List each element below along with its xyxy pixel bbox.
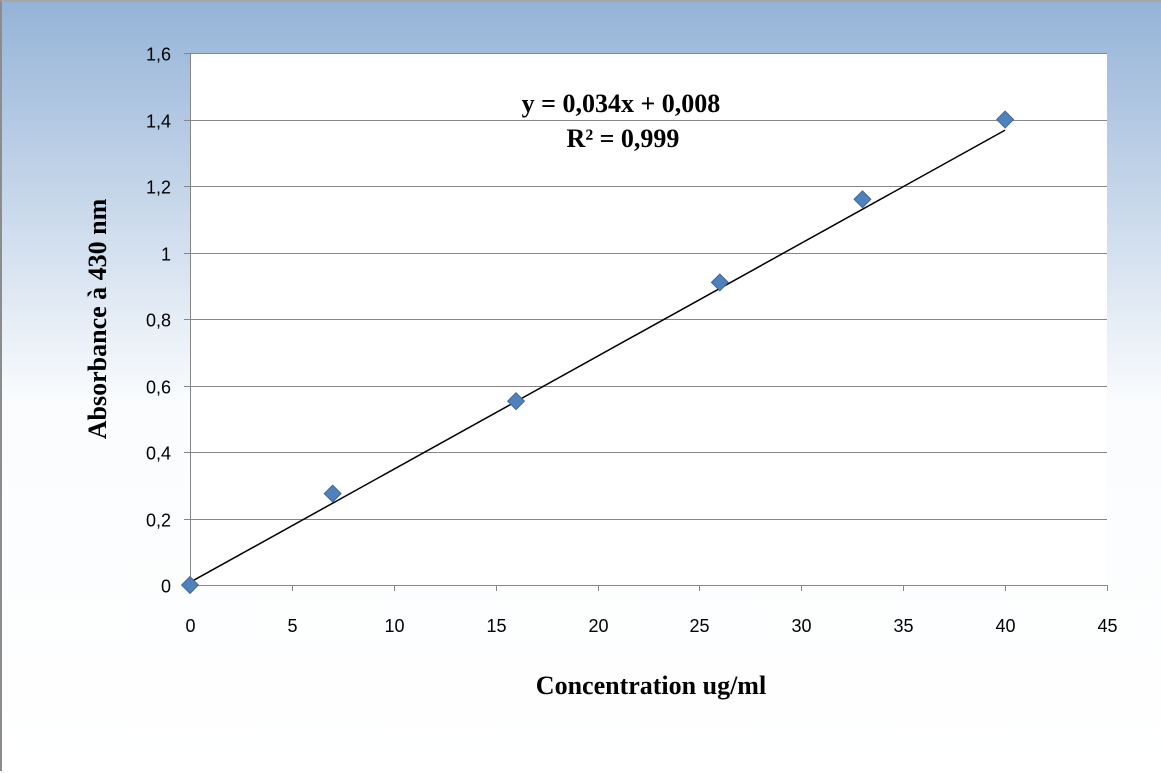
y-tick-label: 1 xyxy=(161,245,171,265)
trendline-group xyxy=(189,129,1006,583)
x-axis-title: Concentration ug/ml xyxy=(536,671,766,700)
x-tick-label: 15 xyxy=(486,616,506,636)
y-tick-label: 1,4 xyxy=(146,112,171,132)
trendline-equation: y = 0,034x + 0,008 xyxy=(522,89,721,118)
data-point-diamond xyxy=(180,575,200,595)
y-tick-label: 0,2 xyxy=(146,511,171,531)
data-point-diamond xyxy=(853,190,872,209)
data-point-diamond xyxy=(506,392,526,411)
y-tick-label: 0,6 xyxy=(146,378,171,398)
data-point-diamond xyxy=(323,484,342,503)
axes xyxy=(184,53,1108,591)
x-tick-label: 35 xyxy=(893,616,913,636)
x-tick-label: 25 xyxy=(689,616,709,636)
data-point-diamond xyxy=(710,273,729,292)
y-axis-title: Absorbance à 430 nm xyxy=(83,198,112,439)
x-tick-label: 45 xyxy=(1097,616,1117,636)
gridlines xyxy=(190,53,1107,520)
y-tick-label: 1,2 xyxy=(146,178,171,198)
x-tick-label: 10 xyxy=(384,616,404,636)
y-tick-label: 0 xyxy=(161,577,171,597)
trendline xyxy=(189,129,1006,583)
data-point-diamond xyxy=(996,110,1015,129)
y-tick-labels: 0 0,2 0,4 0,6 0,8 1 1,2 1,4 1,6 xyxy=(146,45,171,597)
x-tick-labels: 0 5 10 15 20 25 30 35 40 45 xyxy=(185,616,1117,636)
x-tick-label: 30 xyxy=(791,616,811,636)
x-tick-label: 40 xyxy=(995,616,1015,636)
data-points xyxy=(180,110,1015,595)
y-tick-label: 0,4 xyxy=(146,444,171,464)
x-tick-label: 0 xyxy=(185,616,195,636)
y-tick-label: 0,8 xyxy=(146,311,171,331)
x-tick-label: 5 xyxy=(287,616,297,636)
y-tick-label: 1,6 xyxy=(146,45,171,65)
x-tick-label: 20 xyxy=(588,616,608,636)
trendline-r-squared: R² = 0,999 xyxy=(567,124,680,153)
